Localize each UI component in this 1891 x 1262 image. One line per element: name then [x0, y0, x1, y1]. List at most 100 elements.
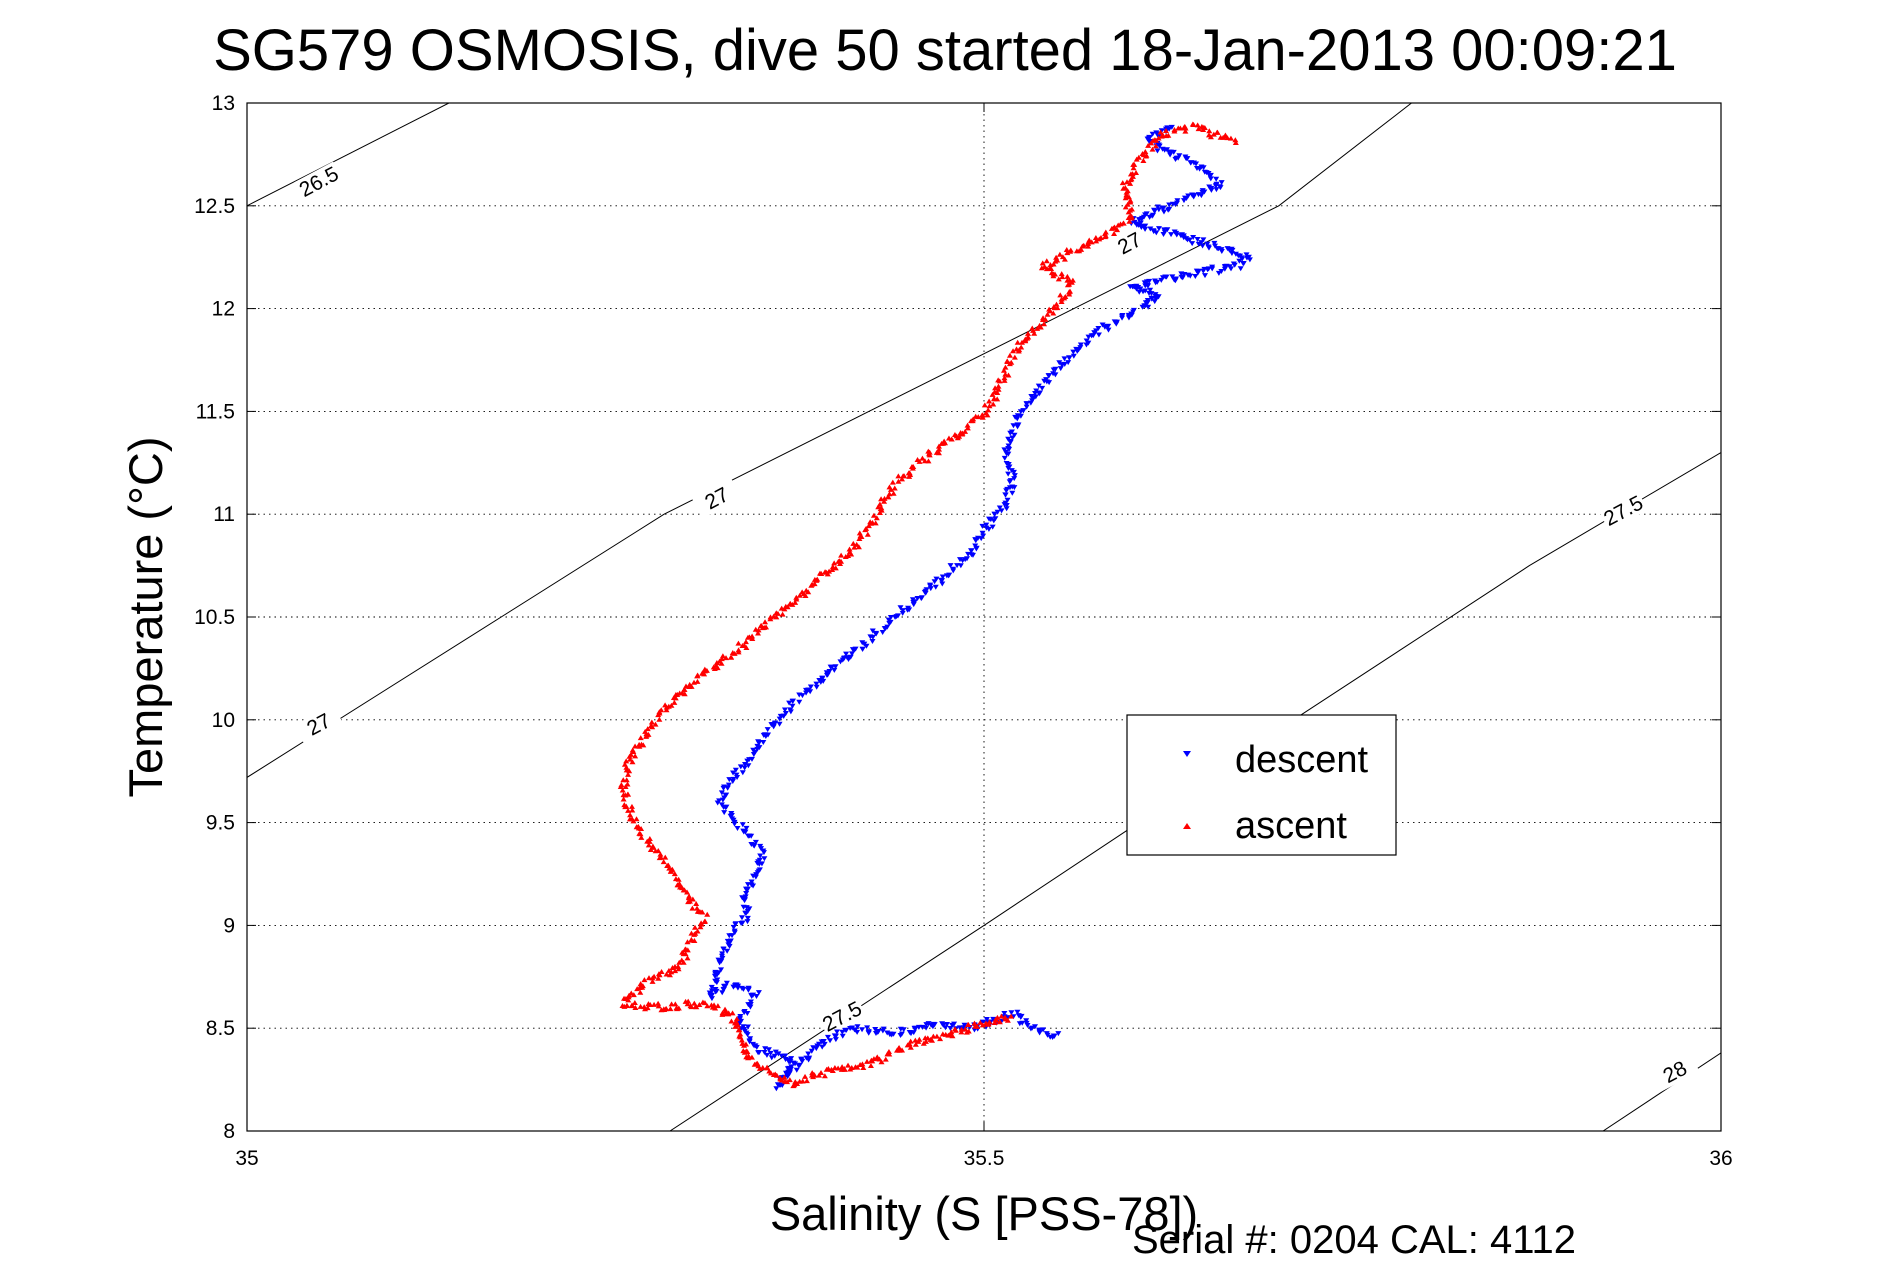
descent-point — [739, 920, 746, 926]
contour-label-bg — [1104, 223, 1155, 264]
descent-point — [1119, 312, 1126, 318]
descent-point — [1077, 342, 1084, 348]
descent-point — [1161, 227, 1168, 233]
ascent-point — [856, 530, 863, 536]
ascent-point — [985, 407, 992, 413]
descent-point — [1005, 471, 1012, 477]
descent-point — [1204, 241, 1211, 247]
descent-point — [1052, 366, 1059, 372]
density-contour-28 — [1602, 1052, 1721, 1131]
ascent-point — [657, 851, 664, 857]
ascent-point — [1108, 225, 1115, 231]
ascent-point — [1000, 367, 1007, 373]
descent-point — [1011, 476, 1018, 482]
ascent-point — [1050, 310, 1057, 316]
descent-point — [1075, 347, 1082, 353]
descent-point — [1142, 303, 1149, 309]
ascent-point — [1001, 375, 1008, 381]
ascent-point — [1133, 156, 1140, 162]
descent-point — [1160, 209, 1167, 215]
ascent-point — [1124, 179, 1131, 185]
ascent-point — [688, 1004, 695, 1010]
ascent-point — [755, 627, 762, 633]
ascent-point — [742, 639, 749, 645]
descent-point — [1202, 273, 1209, 279]
ascent-point — [1066, 281, 1073, 287]
ascent-point — [741, 1049, 748, 1055]
descent-point — [1023, 404, 1030, 410]
descent-point — [1224, 246, 1231, 252]
ascent-point — [1206, 132, 1213, 138]
ascent-point — [656, 716, 663, 722]
descent-point — [1005, 443, 1012, 449]
ascent-point — [890, 490, 897, 496]
ascent-point — [1064, 250, 1071, 256]
descent-point — [745, 833, 752, 839]
ascent-point — [743, 645, 750, 651]
descent-point — [831, 667, 838, 673]
ascent-point — [688, 937, 695, 943]
ascent-point — [1013, 346, 1020, 352]
ascent-point — [1038, 265, 1045, 271]
ascent-point — [901, 473, 908, 479]
ascent-point — [1115, 222, 1122, 228]
descent-point — [946, 572, 953, 578]
descent-point — [893, 614, 900, 620]
descent-point — [1046, 380, 1053, 386]
descent-point — [1205, 244, 1212, 250]
descent-point — [989, 524, 996, 530]
descent-point — [1160, 206, 1167, 212]
ascent-point — [1066, 291, 1073, 297]
ascent-point — [657, 854, 664, 860]
descent-point — [729, 933, 736, 939]
descent-point — [1009, 484, 1016, 490]
ascent-point — [1133, 170, 1140, 176]
ascent-point — [663, 971, 670, 977]
descent-point — [881, 626, 888, 632]
ascent-point — [1014, 339, 1021, 345]
ascent-point — [1043, 258, 1050, 264]
ascent-point — [649, 978, 656, 984]
descent-point — [1070, 349, 1077, 355]
descent-point — [808, 1048, 815, 1054]
ascent-point — [1102, 233, 1109, 239]
descent-point — [718, 790, 725, 796]
ascent-point — [692, 930, 699, 936]
ascent-point — [672, 968, 679, 974]
descent-point — [740, 1024, 747, 1030]
descent-point — [1047, 1034, 1054, 1040]
descent-point — [832, 1037, 839, 1043]
descent-point — [1212, 243, 1219, 249]
descent-point — [1187, 273, 1194, 279]
ascent-point — [696, 1001, 703, 1007]
ascent-point — [735, 647, 742, 653]
descent-point — [1032, 1024, 1039, 1030]
ascent-point — [694, 672, 701, 678]
ascent-point — [778, 605, 785, 611]
ascent-point — [689, 905, 696, 911]
descent-point — [1036, 1027, 1043, 1033]
descent-point — [720, 947, 727, 953]
ascent-point — [936, 446, 943, 452]
ascent-point — [625, 771, 632, 777]
ascent-point — [645, 842, 652, 848]
descent-point — [712, 969, 719, 975]
ascent-point — [739, 642, 746, 648]
ascent-point — [628, 803, 635, 809]
ascent-point — [1093, 238, 1100, 244]
descent-point — [799, 1058, 806, 1064]
descent-point — [897, 605, 904, 611]
descent-point — [720, 986, 727, 992]
descent-point — [1066, 355, 1073, 361]
descent-point — [748, 842, 755, 848]
ascent-point — [623, 1002, 630, 1008]
ascent-point — [655, 712, 662, 718]
ascent-point — [852, 1064, 859, 1070]
descent-point — [772, 720, 779, 726]
ascent-point — [1053, 301, 1060, 307]
density-contour-26.5 — [247, 103, 450, 207]
ascent-point — [629, 759, 636, 765]
descent-point — [758, 846, 765, 852]
ascent-point — [876, 1056, 883, 1062]
ascent-point — [1055, 276, 1062, 282]
